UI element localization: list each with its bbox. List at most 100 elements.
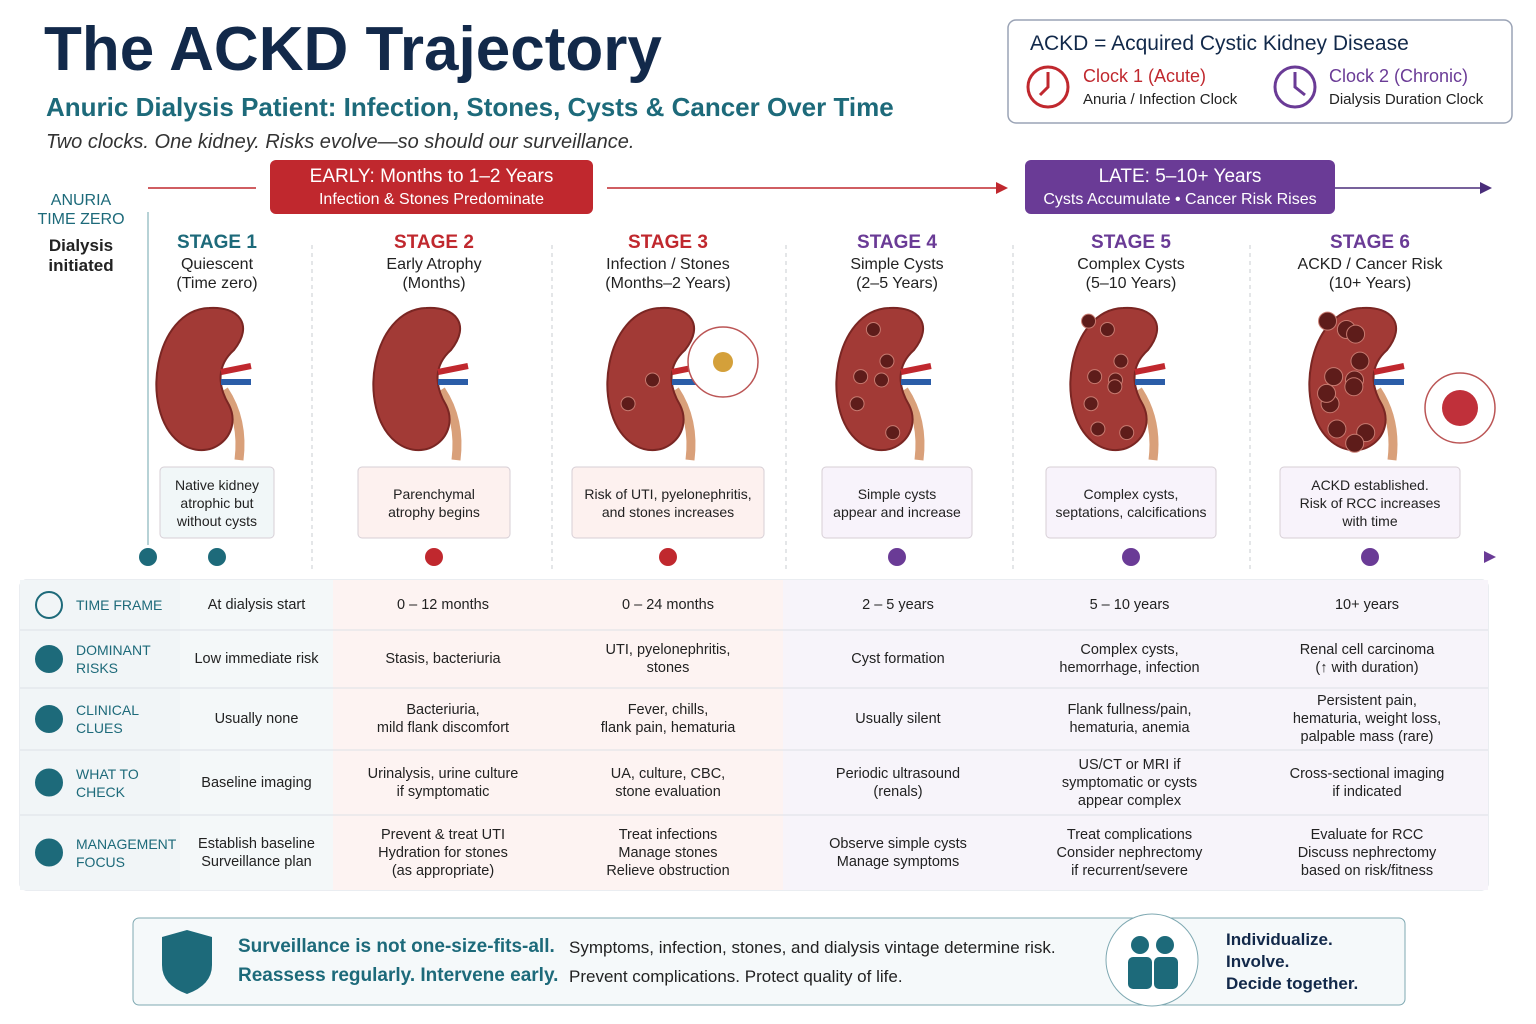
cyst (1327, 419, 1347, 439)
stage-note: ACKD established. Risk of RCC increases … (1299, 476, 1441, 529)
ureter (671, 387, 696, 461)
table-cell: Renal cell carcinoma (↑ with duration) (1299, 642, 1435, 676)
table-cell: Baseline imaging (201, 774, 312, 791)
timeline-dot (659, 548, 677, 566)
stage-period: (10+ Years) (1328, 275, 1412, 292)
shield-icon (162, 930, 212, 994)
cyst (1350, 351, 1370, 371)
kidney (155, 306, 245, 452)
footer-box (132, 917, 1406, 1006)
table-cell: Low immediate risk (194, 651, 319, 667)
row-icon (35, 591, 63, 619)
phase-title: LATE: 5–10+ Years (1098, 166, 1262, 187)
timeline-dot (1122, 548, 1140, 566)
stage-label: STAGE 3 (628, 232, 708, 253)
column-shade (783, 580, 1488, 890)
table-cell: UTI, pyelonephritis, stones (605, 642, 731, 676)
stage-label: STAGE 5 (1091, 232, 1171, 253)
early-phase-box (270, 160, 593, 214)
cyst (1324, 367, 1344, 387)
table-cell: Cyst formation (851, 651, 945, 667)
stage-name: Infection / Stones (606, 256, 730, 273)
stage-name: Early Atrophy (386, 256, 482, 273)
vessel (900, 363, 932, 375)
kidney (372, 306, 462, 452)
stage-note-box (357, 466, 511, 539)
person-icon (1154, 957, 1178, 989)
cyst (1119, 425, 1135, 441)
table-cell: Observe simple cysts Manage symptoms (829, 835, 967, 870)
footer-text: Prevent complications. Protect quality o… (569, 967, 903, 986)
table-cell: Treat complications Consider nephrectomy… (1056, 826, 1203, 879)
cyst (1317, 383, 1337, 403)
table-cell: Flank fullness/pain, hematuria, anemia (1067, 702, 1192, 736)
cyst (1081, 313, 1097, 329)
clock-title: Clock 1 (Acute) (1083, 66, 1207, 86)
table-cell: At dialysis start (207, 597, 306, 613)
cyst (853, 369, 869, 385)
person-icon (1131, 936, 1149, 954)
column-shade (180, 580, 333, 890)
row-icon (35, 838, 63, 867)
table-header-column (20, 580, 180, 890)
table-cell: US/CT or MRI if symptomatic or cysts app… (1061, 756, 1198, 809)
cyst (1090, 421, 1106, 437)
stage-period: (Months–2 Years) (605, 275, 731, 292)
cyst (1345, 433, 1365, 453)
stage-label: STAGE 6 (1330, 232, 1410, 253)
title: The ACKD Trajectory (44, 15, 662, 84)
table-cell: Cross-sectional imaging if indicated (1289, 765, 1445, 800)
row-header: TIME FRAME (76, 597, 163, 613)
table-cell: Urinalysis, urine culture if symptomatic (367, 765, 519, 800)
stage-note: Parenchymal atrophy begins (388, 485, 480, 520)
late-phase-box (1025, 160, 1335, 214)
stage-label: STAGE 4 (857, 232, 937, 253)
tagline: Two clocks. One kidney. Risks evolve—so … (46, 131, 635, 153)
table-cell: Bacteriuria, mild flank discomfort (376, 702, 510, 736)
stage-period: (2–5 Years) (856, 275, 938, 292)
row-header: DOMINANT RISKS (76, 642, 151, 676)
cyst (865, 321, 881, 337)
table-cell: Prevent & treat UTI Hydration for stones… (378, 826, 508, 879)
column-shade (333, 580, 783, 890)
clock-icon (1273, 65, 1317, 109)
start-note: Dialysis initiated (48, 236, 114, 275)
table-cell: 5 – 10 years (1089, 597, 1170, 613)
cyst (1083, 396, 1099, 412)
cyst (1099, 321, 1115, 337)
cyst (1318, 311, 1338, 331)
stage-name: Quiescent (180, 256, 254, 273)
table-cell: Persistent pain, hematuria, weight loss,… (1292, 693, 1442, 745)
tumor (1442, 390, 1478, 426)
cyst (874, 372, 889, 388)
cyst (1087, 369, 1103, 385)
stage-period: (Time zero) (176, 275, 258, 292)
phase-subtitle: Cysts Accumulate • Cancer Risk Rises (1043, 191, 1317, 208)
subtitle: Anuric Dialysis Patient: Infection, Ston… (46, 92, 894, 122)
stage-label: STAGE 1 (177, 232, 257, 253)
table-cell: 0 – 12 months (397, 597, 489, 613)
clock-subtitle: Anuria / Infection Clock (1083, 91, 1238, 108)
cyst (645, 372, 660, 388)
cyst (620, 396, 636, 412)
stage-period: (5–10 Years) (1085, 275, 1177, 292)
vessel (437, 363, 469, 375)
stage-label: STAGE 2 (394, 232, 474, 253)
footer-text: Symptoms, infection, stones, and dialysi… (569, 938, 1056, 957)
row-icon (35, 705, 63, 733)
stage-name: Simple Cysts (850, 256, 944, 273)
start-label: ANURIA TIME ZERO (37, 192, 125, 228)
stage-note: Native kidney atrophic but without cysts (174, 476, 260, 529)
stage-note: Simple cysts appear and increase (833, 485, 961, 520)
footer-motto: Decide together. (1226, 974, 1359, 993)
row-icon (35, 768, 63, 797)
row-header: WHAT TO CHECK (76, 765, 139, 800)
clock-icon (1026, 65, 1070, 109)
stage-name: Complex Cysts (1077, 256, 1185, 273)
ureter (900, 387, 925, 461)
arrow-head (1484, 551, 1496, 563)
phase-subtitle: Infection & Stones Predominate (318, 191, 545, 208)
timeline-dot (1361, 548, 1379, 566)
table-cell: Complex cysts, hemorrhage, infection (1059, 642, 1200, 676)
